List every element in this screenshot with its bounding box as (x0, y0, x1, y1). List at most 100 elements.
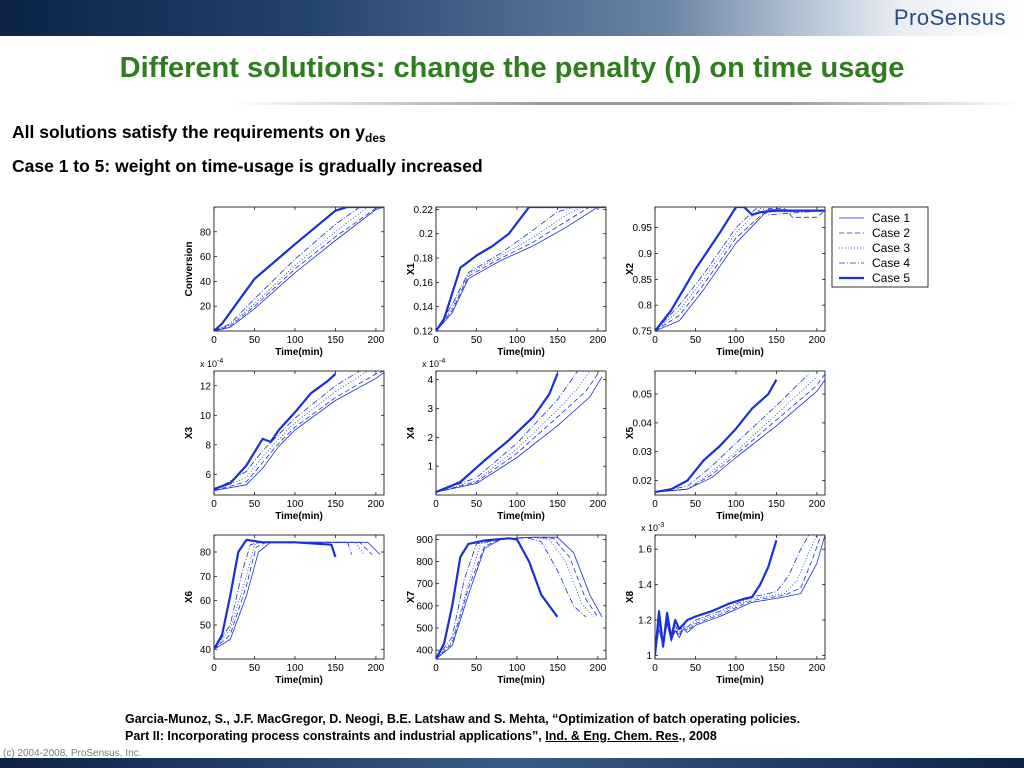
x-tick-label: 150 (549, 335, 566, 346)
x-tick-label: 100 (287, 335, 304, 346)
bullet-requirements-subscript: des (365, 131, 386, 145)
reference-citation: Garcia-Munoz, S., J.F. MacGregor, D. Neo… (125, 711, 800, 745)
x-tick-label: 100 (728, 663, 745, 674)
x-tick-label: 0 (433, 335, 439, 346)
x-tick-label: 150 (768, 663, 785, 674)
series-line-case-2 (214, 371, 384, 491)
x-tick-label: 0 (652, 335, 658, 346)
series-group (214, 371, 384, 491)
y-axis-label: X5 (625, 426, 636, 439)
bullet-cases: Case 1 to 5: weight on time-usage is gra… (12, 156, 483, 176)
series-line-case-4 (655, 208, 825, 331)
y-tick-label: 8 (205, 440, 211, 451)
x-tick-label: 150 (549, 663, 566, 674)
axis-multiplier: x 10-4 (422, 358, 445, 369)
y-tick-label: 60 (200, 596, 212, 607)
y-tick-label: 1 (646, 651, 652, 662)
y-tick-label: 40 (200, 645, 212, 656)
plot-frame (654, 206, 826, 332)
chart-panel-6: 0 50 100 150 200 0.02 0.03 0.04 0.05 Time(min) X5 (625, 370, 826, 522)
series-line-case-4 (655, 373, 810, 493)
x-tick-label: 50 (249, 335, 261, 346)
plot-frame (435, 370, 607, 496)
y-tick-label: 12 (200, 381, 212, 392)
x-tick-label: 150 (327, 499, 344, 510)
x-tick-label: 100 (287, 663, 304, 674)
series-line-case-3 (214, 371, 369, 491)
y-tick-label: 70 (200, 572, 212, 583)
x-tick-label: 200 (590, 499, 607, 510)
series-group (436, 536, 603, 659)
bullet-requirements: All solutions satisfy the requirements o… (12, 122, 386, 145)
y-tick-label: 600 (416, 601, 433, 612)
legend-label: Case 3 (872, 241, 910, 255)
y-axis-label: X2 (625, 262, 636, 275)
x-tick-label: 100 (728, 335, 745, 346)
series-line-case-1 (436, 376, 603, 493)
legend-label: Case 1 (872, 211, 910, 225)
x-tick-label: 50 (471, 335, 483, 346)
series-line-case-2 (655, 208, 825, 331)
series-line-case-2 (436, 207, 606, 331)
x-tick-label: 200 (809, 335, 826, 346)
reference-line-1: Garcia-Munoz, S., J.F. MacGregor, D. Neo… (125, 712, 801, 726)
x-tick-label: 150 (327, 335, 344, 346)
series-line-case-1 (214, 207, 384, 331)
x-tick-label: 50 (471, 663, 483, 674)
journal-link[interactable]: Ind. & Eng. Chem. Res (545, 729, 679, 743)
x-tick-label: 150 (768, 335, 785, 346)
plot-frame (213, 370, 385, 496)
x-tick-label: 0 (211, 335, 217, 346)
y-tick-label: 1 (427, 462, 433, 473)
bullet-requirements-text: All solutions satisfy the requirements o… (12, 122, 365, 142)
x-tick-label: 0 (211, 499, 217, 510)
x-tick-label: 150 (768, 499, 785, 510)
y-tick-label: 1.2 (638, 616, 652, 627)
x-axis-label: Time(min) (497, 511, 545, 522)
y-axis-label: X7 (406, 590, 417, 603)
y-axis-label: X1 (406, 262, 417, 275)
x-tick-label: 50 (690, 663, 702, 674)
y-tick-label: 0.03 (633, 447, 653, 458)
chart-panel-5: 0 50 100 150 200 1 2 3 4 Time(min) X4 x 10-4 (406, 358, 607, 522)
chart-panel-9: 0 50 100 150 200 1 1.2 1.4 1.6 Time(min) X8 x 10-3 (625, 522, 826, 686)
series-group (436, 371, 603, 494)
x-tick-label: 200 (809, 499, 826, 510)
series-line-case-5 (436, 537, 559, 659)
x-tick-label: 50 (249, 499, 261, 510)
y-tick-label: 0.14 (414, 302, 434, 313)
chart-panel-4: 0 50 100 150 200 6 8 10 12 Time(min) X3 x 10-4 (184, 358, 385, 522)
reference-line-2-text: Part II: Incorporating process constrain… (125, 729, 546, 743)
series-group (655, 207, 825, 331)
series-line-case-5 (436, 207, 606, 331)
chart-panel-3: 0 50 100 150 200 0.75 0.8 0.85 0.9 0.95 Time(min) X… (625, 206, 929, 358)
x-tick-label: 100 (509, 663, 526, 674)
y-axis-label: X4 (406, 426, 417, 439)
series-group (655, 535, 825, 656)
chart-panel-8: 0 50 100 150 200 400 500 600 700 800 900 Time(min) X… (406, 534, 607, 686)
y-tick-label: 0.2 (419, 229, 433, 240)
chart-panel-1: 0 50 100 150 200 20 40 60 80 Time(min) Conversion (184, 206, 385, 358)
y-tick-label: 0.85 (633, 275, 653, 286)
x-tick-label: 50 (690, 335, 702, 346)
series-line-case-1 (436, 207, 606, 331)
plot-frame (213, 534, 385, 660)
y-tick-label: 0.95 (633, 223, 653, 234)
x-tick-label: 0 (433, 499, 439, 510)
axis-multiplier: x 10-4 (200, 358, 223, 369)
legend-label: Case 5 (872, 271, 910, 285)
x-tick-label: 50 (249, 663, 261, 674)
y-tick-label: 4 (427, 375, 433, 386)
series-group (655, 373, 825, 494)
y-tick-label: 1.6 (638, 545, 652, 556)
x-axis-label: Time(min) (275, 675, 323, 686)
series-line-case-1 (214, 372, 384, 491)
x-axis-label: Time(min) (497, 347, 545, 358)
axis-multiplier: x 10-3 (641, 522, 664, 533)
y-tick-label: 0.9 (638, 249, 652, 260)
slide-title: Different solutions: change the penalty … (119, 52, 905, 84)
x-axis-label: Time(min) (716, 347, 764, 358)
x-tick-label: 0 (433, 663, 439, 674)
x-axis-label: Time(min) (497, 675, 545, 686)
